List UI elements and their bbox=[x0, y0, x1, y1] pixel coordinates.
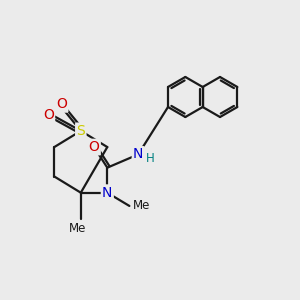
Text: O: O bbox=[43, 108, 54, 122]
Text: N: N bbox=[133, 147, 143, 161]
Text: Me: Me bbox=[69, 222, 86, 235]
Text: N: N bbox=[102, 186, 112, 200]
Text: Me: Me bbox=[133, 200, 150, 212]
Text: O: O bbox=[56, 98, 67, 111]
Text: S: S bbox=[76, 124, 85, 138]
Text: H: H bbox=[146, 152, 154, 165]
Text: O: O bbox=[88, 140, 100, 154]
